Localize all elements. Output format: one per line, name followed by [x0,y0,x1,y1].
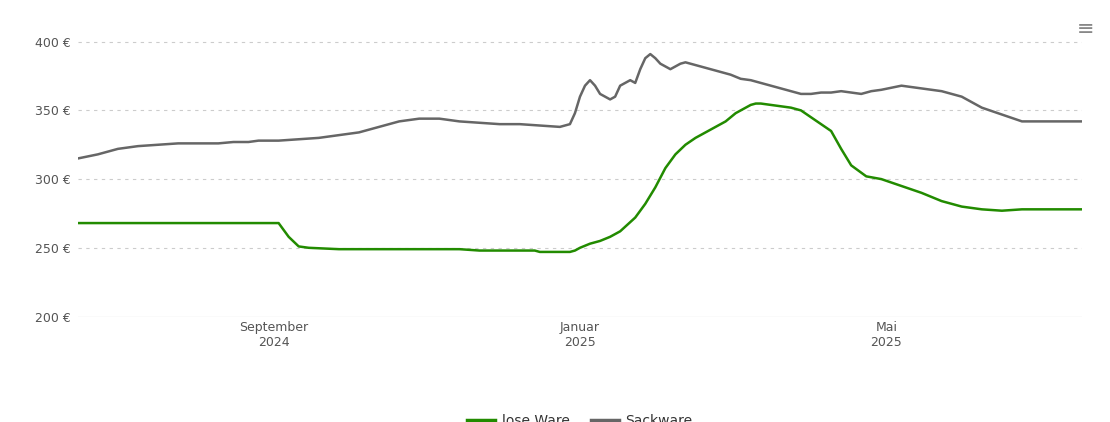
Text: ≡: ≡ [1077,19,1094,39]
Legend: lose Ware, Sackware: lose Ware, Sackware [462,408,698,422]
